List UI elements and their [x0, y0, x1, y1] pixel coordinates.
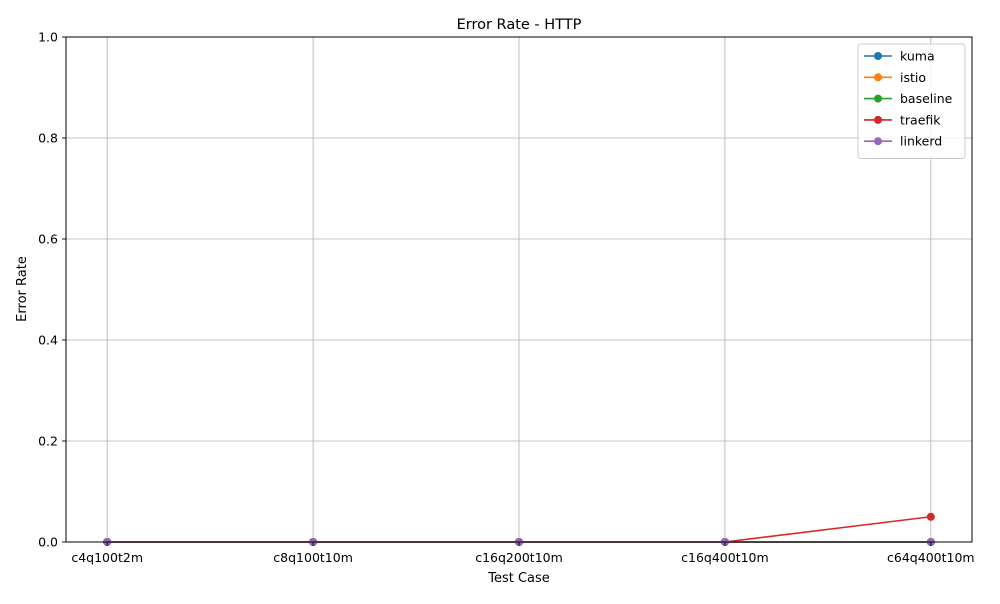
x-tick-label: c16q400t10m: [681, 550, 769, 565]
y-tick-label: 0.8: [38, 131, 58, 146]
x-axis-label: Test Case: [487, 571, 550, 586]
axes-layer: c4q100t2m c8q100t10m c16q200t10m c16q400t10…: [38, 30, 974, 566]
legend-item-linkerd: linkerd: [864, 134, 942, 149]
legend-label: istio: [900, 70, 926, 85]
x-tick-label: c64q400t10m: [887, 550, 975, 565]
legend-label: kuma: [900, 49, 935, 64]
y-tick-label: 1.0: [38, 30, 58, 45]
legend-marker: [874, 52, 882, 60]
y-axis-label: Error Rate: [15, 256, 30, 322]
grid-layer: [66, 36, 972, 543]
legend-box: [857, 43, 966, 159]
y-tick-label: 0.0: [38, 535, 58, 550]
legend-marker: [874, 94, 882, 103]
legend-label: baseline: [900, 91, 953, 106]
x-tick-label: c16q200t10m: [475, 550, 563, 565]
legend-item-traefik: traefik: [864, 112, 941, 127]
legend-label: linkerd: [900, 134, 942, 149]
legend-marker: [874, 73, 882, 82]
legend-label: traefik: [900, 112, 941, 127]
legend-item-istio: istio: [864, 70, 926, 85]
y-tick-label: 0.2: [38, 434, 58, 449]
chart-title: Error Rate - HTTP: [457, 17, 582, 33]
x-tick-label: c4q100t2m: [71, 550, 143, 565]
x-tick-label: c8q100t10m: [273, 550, 353, 565]
legend: kuma istio baseline traefik linkerd: [857, 43, 966, 159]
legend-item-kuma: kuma: [864, 49, 935, 64]
legend-item-baseline: baseline: [864, 91, 953, 106]
y-tick-label: 0.4: [38, 333, 58, 348]
y-tick-label: 0.6: [38, 232, 58, 247]
data-point-traefik: [926, 512, 935, 521]
legend-marker: [874, 115, 882, 124]
legend-marker: [874, 137, 882, 146]
